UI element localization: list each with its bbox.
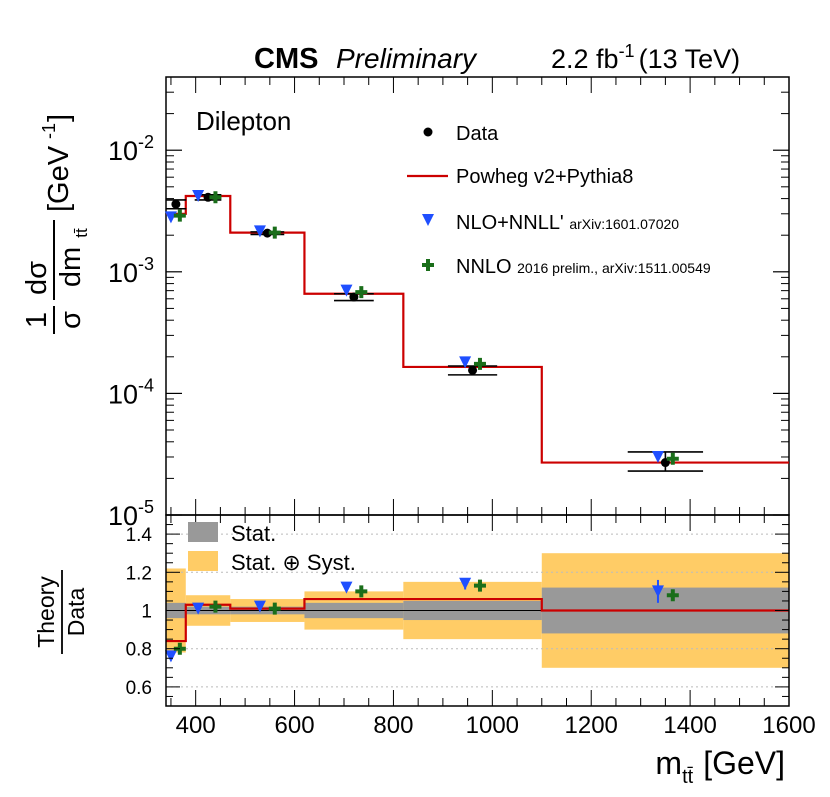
legend-powheg-label: Powheg v2+Pythia8 (456, 166, 633, 188)
nlo-point (192, 190, 205, 203)
y-tick-label: 10-2 (108, 132, 154, 166)
ratio-ylabel-numerator: Theory (33, 576, 59, 648)
nnlo-point (473, 357, 486, 370)
nnlo-ratio-point (473, 579, 486, 592)
ratio-y-tick-label: 1.4 (126, 525, 153, 546)
legend-nlo-label: NLO+NNLL' arXiv:1601.07020 (456, 212, 679, 234)
legend-stat-swatch (188, 522, 218, 542)
legend-data-marker (423, 127, 433, 137)
ratio-y-tick-label: 1.2 (126, 563, 152, 584)
svg-text:tt̄: tt̄ (72, 228, 91, 238)
legend-nlo-marker (422, 214, 434, 226)
nnlo-ratio-point (268, 602, 281, 615)
ratio-y-tick-label: 1 (141, 602, 152, 623)
y-tick-label: 10-4 (108, 375, 154, 409)
data-point (203, 192, 213, 202)
nlo-ratio-point (340, 581, 353, 594)
cms-label: CMS (254, 43, 318, 75)
main-y-axis-label: 1 σ dσ dm tt̄ [GeV -1 ] (21, 114, 91, 334)
main-panel: 10-2 10-3 10-4 10-5 Dilepton Data Powheg v2+Py… (108, 76, 790, 531)
preliminary-label: Preliminary (336, 43, 478, 74)
nnlo-point (173, 209, 186, 222)
data-point (468, 365, 478, 375)
nlo-point (651, 450, 664, 463)
legend-data-label: Data (456, 123, 499, 145)
svg-text:dm: dm (55, 247, 87, 287)
nlo-point (459, 356, 472, 369)
x-tick-label: 600 (275, 712, 315, 739)
legend-stat-label: Stat. (231, 521, 276, 546)
x-tick-label: 1400 (663, 712, 716, 739)
channel-label: Dilepton (196, 106, 291, 136)
powheg-step-line (166, 194, 789, 464)
nlo-ratio-point (651, 585, 664, 598)
legend-nnlo-marker (422, 259, 434, 271)
ratio-y-axis-label: Theory Data (33, 570, 89, 654)
nnlo-point (268, 226, 281, 239)
svg-text:1: 1 (21, 312, 53, 328)
ratio-panel: 0.6 0.8 1 1.2 1.4 400 600 800 1000 1200 1400 1600 St… (33, 514, 816, 788)
nlo-point (340, 284, 353, 297)
y-tick-label: 10-3 (108, 254, 154, 288)
x-tick-label: 1600 (762, 712, 815, 739)
svg-text:[GeV: [GeV (43, 145, 75, 212)
svg-text:]: ] (43, 114, 75, 122)
x-axis-label: mtt̄ [GeV] (655, 745, 785, 788)
powheg-ratio-step (166, 597, 789, 643)
svg-text:-1: -1 (39, 123, 59, 139)
x-tick-label: 1000 (466, 712, 519, 739)
x-tick-label: 800 (373, 712, 413, 739)
nnlo-point (209, 191, 222, 204)
nlo-ratio-point (253, 600, 266, 613)
y-tick-label: 10-5 (108, 497, 154, 531)
legend-nnlo-label: NNLO 2016 prelim., arXiv:1511.00549 (456, 256, 711, 278)
nnlo-ratio-point (355, 585, 368, 598)
nnlo-ratio-point (666, 589, 679, 602)
ratio-ylabel-denominator: Data (63, 588, 89, 637)
ratio-y-tick-label: 0.8 (126, 640, 152, 661)
nnlo-ratio-point (209, 600, 222, 613)
svg-text:σ: σ (55, 311, 87, 329)
nlo-ratio-point (164, 650, 177, 663)
ratio-y-tick-label: 0.6 (126, 678, 152, 699)
svg-text:dσ: dσ (21, 261, 53, 295)
x-tick-label: 1200 (565, 712, 618, 739)
nlo-ratio-point (459, 577, 472, 590)
luminosity-label: 2.2 fb-1 (13 TeV) (551, 41, 740, 74)
nlo-point (253, 225, 266, 238)
nnlo-point (666, 452, 679, 465)
data-point (349, 292, 359, 302)
x-tick-label: 400 (176, 712, 216, 739)
legend-total-swatch (188, 551, 218, 571)
nnlo-point (355, 286, 368, 299)
nlo-ratio-point (192, 602, 205, 615)
legend-total-label: Stat. ⊕ Syst. (231, 550, 356, 575)
data-point (171, 199, 181, 209)
